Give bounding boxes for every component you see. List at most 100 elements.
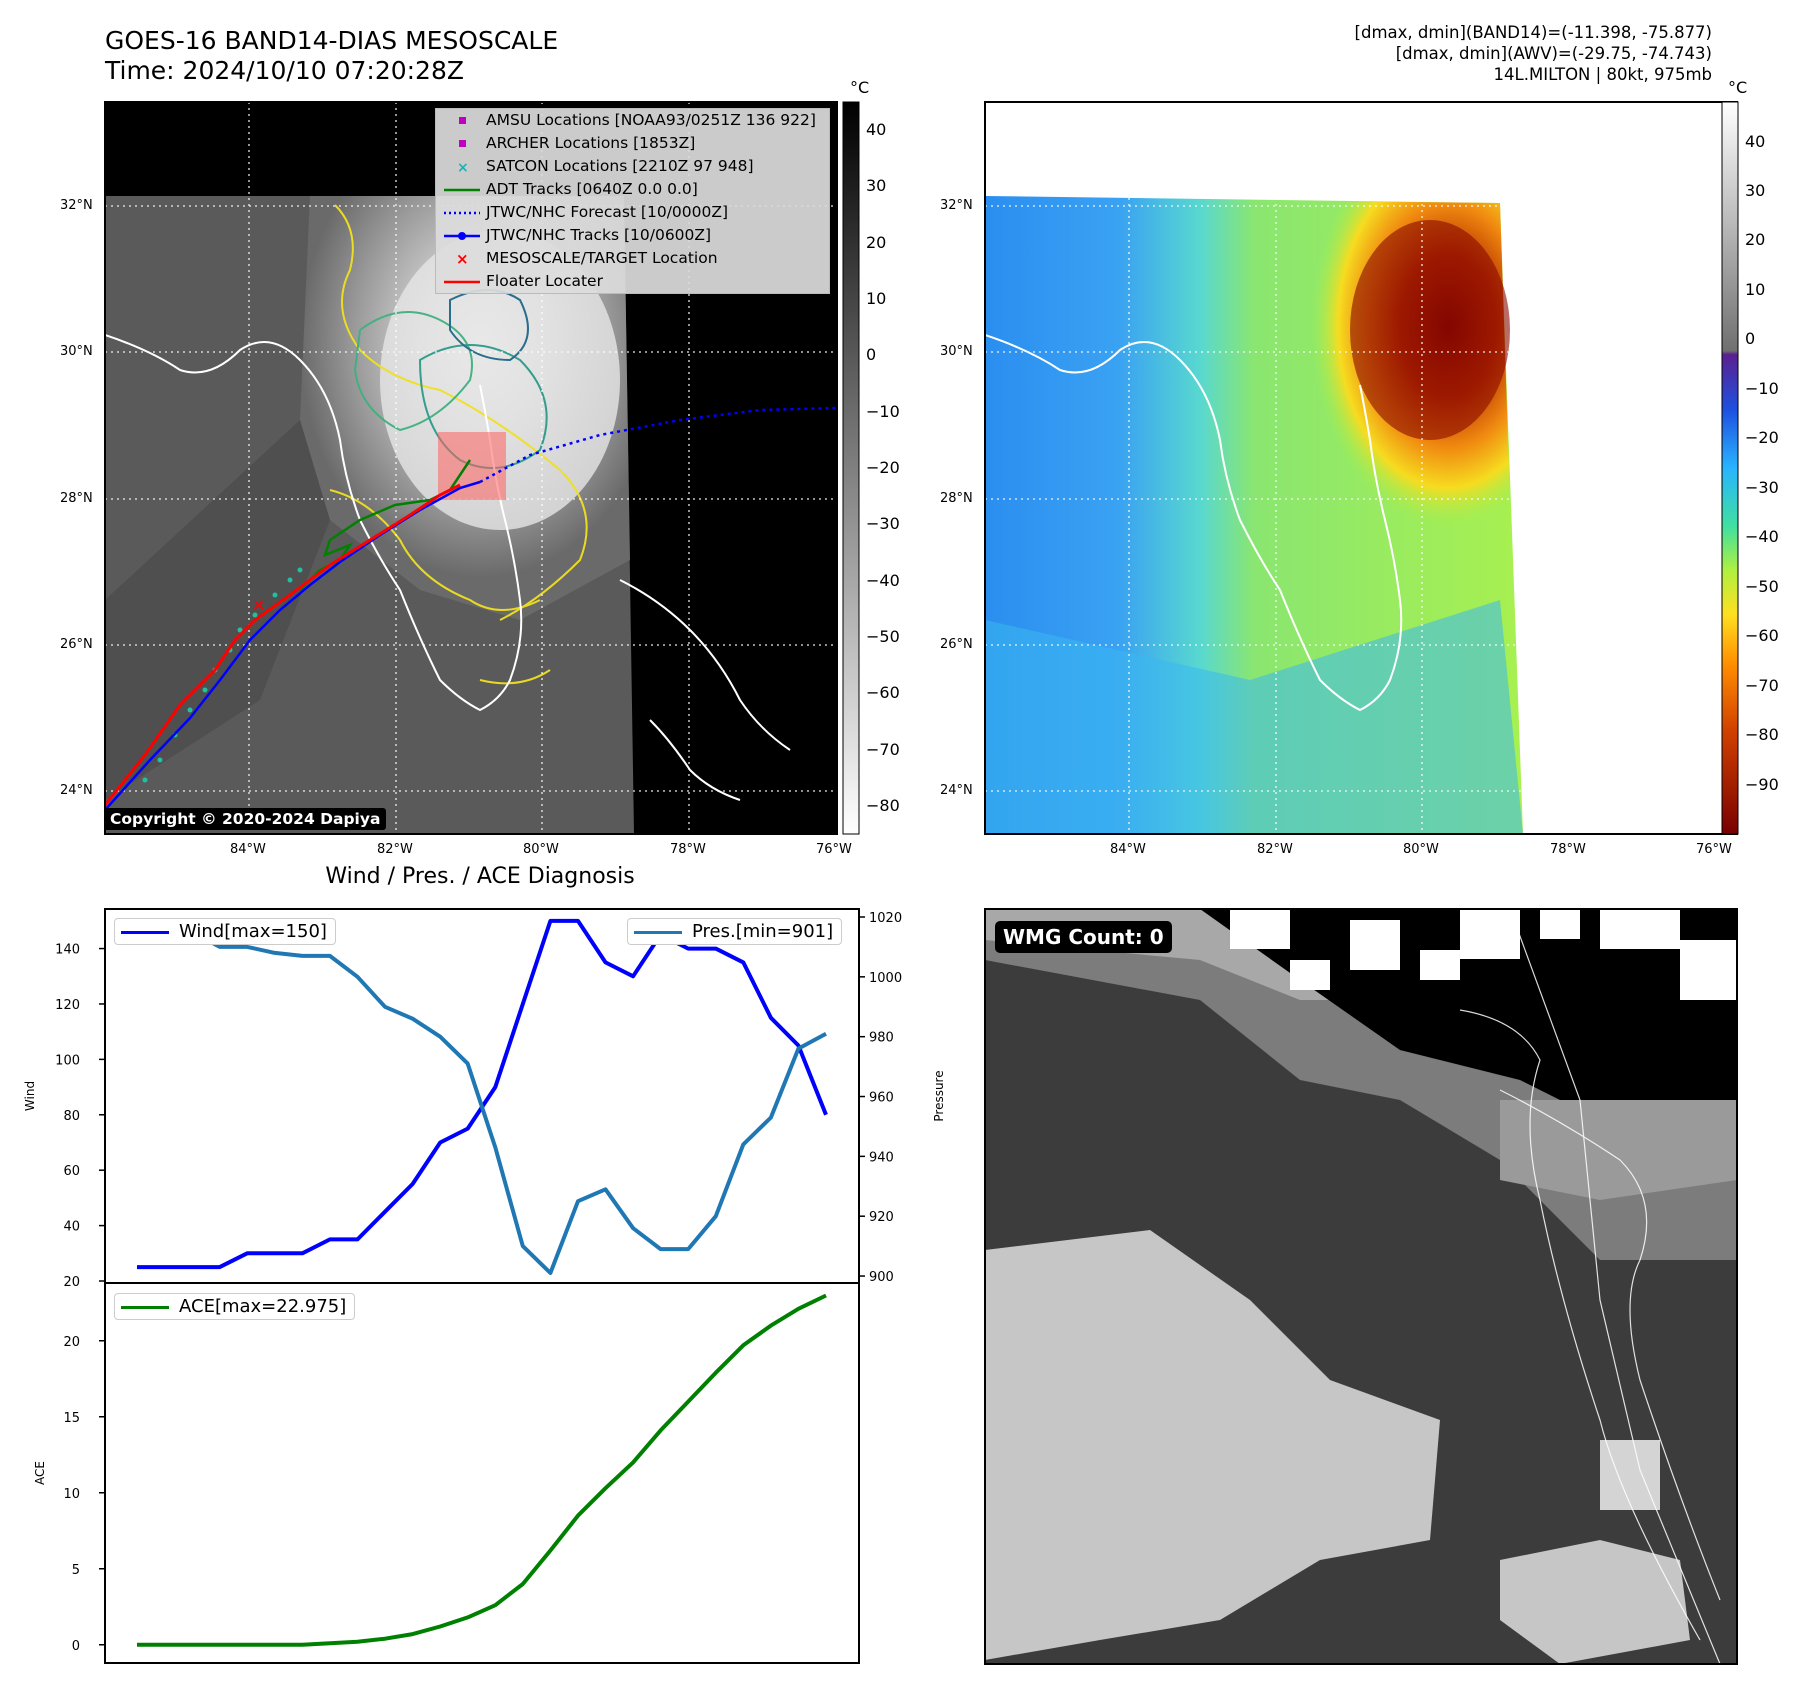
color-colorbar-tick: −90	[1745, 774, 1779, 794]
lon-label-84: 84°W	[230, 842, 266, 857]
legend-floater: Floater Locater	[436, 270, 829, 293]
wind-pressure-plot	[104, 908, 860, 1284]
gray-colorbar-tick: −40	[866, 570, 900, 590]
legend-satcon: × SATCON Locations [2210Z 97 948]	[436, 155, 829, 178]
lon-label-82: 82°W	[377, 842, 413, 857]
lat-label-28: 28°N	[60, 491, 93, 506]
lat-label-32: 32°N	[60, 198, 93, 213]
tr-lat-label-24: 24°N	[940, 783, 973, 798]
map-legend: AMSU Locations [NOAA93/0251Z 136 922] AR…	[435, 108, 830, 294]
title-line-1: GOES-16 BAND14-DIAS MESOSCALE	[105, 26, 559, 55]
square-marker-icon	[444, 109, 480, 132]
copyright-badge: Copyright © 2020-2024 Dapiya	[104, 808, 387, 830]
ace-legend-line	[121, 1305, 169, 1309]
color-colorbar-tick: −30	[1745, 477, 1779, 497]
color-colorbar-tick: 40	[1745, 131, 1766, 151]
title-line-2: Time: 2024/10/10 07:20:28Z	[105, 56, 464, 85]
color-colorbar-tick: 0	[1745, 329, 1756, 349]
wmg-count-badge: WMG Count: 0	[995, 921, 1172, 953]
wind-ytick-label: 80	[63, 1109, 80, 1124]
ace-axis-label: ACE	[33, 1461, 47, 1485]
color-colorbar-tick: 10	[1745, 279, 1766, 299]
wind-ytick-label: 20	[63, 1275, 80, 1290]
square-marker-icon	[444, 132, 480, 155]
pressure-ytick-label: 940	[869, 1150, 894, 1165]
legend-archer: ARCHER Locations [1853Z]	[436, 132, 829, 155]
dmax-dmin-info: [dmax, dmin](BAND14)=(-11.398, -75.877) …	[1355, 22, 1712, 85]
tr-lon-label-80: 80°W	[1403, 842, 1439, 857]
ace-line	[137, 1293, 827, 1647]
x-marker-icon: ×	[444, 247, 480, 270]
gray-colorbar-tick: 30	[866, 176, 887, 196]
jtwc-track	[105, 480, 481, 811]
pressure-legend-line	[634, 930, 682, 934]
legend-jtwc-forecast: JTWC/NHC Forecast [10/0000Z]	[436, 201, 829, 224]
lat-label-24: 24°N	[60, 783, 93, 798]
gray-colorbar-tick: 40	[866, 120, 887, 140]
ace-ytick-label: 0	[72, 1639, 80, 1654]
line-icon	[444, 178, 480, 201]
dotted-line-icon	[444, 201, 480, 224]
gray-colorbar-tick: 0	[866, 345, 877, 365]
gray-colorbar-tick: 10	[866, 289, 887, 309]
chart-layer	[99, 916, 865, 1647]
color-colorbar-tick: −60	[1745, 626, 1779, 646]
legend-mesoscale-target: × MESOSCALE/TARGET Location	[436, 247, 829, 270]
jtwc-forecast-track	[479, 406, 837, 484]
lon-label-78: 78°W	[670, 842, 706, 857]
line-icon	[444, 270, 480, 293]
wind-ytick-label: 60	[63, 1164, 80, 1179]
gray-colorbar-tick: 20	[866, 232, 887, 252]
color-colorbar-tick: 30	[1745, 181, 1766, 201]
lon-label-76: 76°W	[816, 842, 852, 857]
lat-label-30: 30°N	[60, 344, 93, 359]
pressure-line	[137, 930, 827, 1275]
diagnosis-title: Wind / Pres. / ACE Diagnosis	[325, 864, 635, 889]
tr-lon-label-78: 78°W	[1550, 842, 1586, 857]
gray-colorbar-tick: −30	[866, 514, 900, 534]
wind-ytick-label: 100	[55, 1053, 80, 1068]
gray-colorbar-tick: −10	[866, 401, 900, 421]
floater-locater	[105, 483, 461, 806]
legend-amsu: AMSU Locations [NOAA93/0251Z 136 922]	[436, 109, 829, 132]
gray-colorbar	[842, 101, 860, 835]
awv-map-image	[985, 102, 1737, 834]
figure-title: GOES-16 BAND14-DIAS MESOSCALE Time: 2024…	[105, 26, 558, 86]
gray-colorbar-tick: −60	[866, 683, 900, 703]
gray-colorbar-tick: −70	[866, 739, 900, 759]
gray-colorbar-tick: −20	[866, 458, 900, 477]
x-marker-icon: ×	[444, 155, 480, 178]
awv-colorbar	[1721, 101, 1739, 835]
pressure-ytick-label: 1000	[869, 971, 902, 986]
ace-plot	[104, 1282, 860, 1664]
pressure-ytick-label: 1020	[869, 911, 902, 926]
ace-ytick-label: 20	[63, 1335, 80, 1350]
pressure-ytick-label: 960	[869, 1091, 894, 1106]
color-colorbar-tick: −50	[1745, 576, 1779, 596]
wind-ytick-label: 120	[55, 998, 80, 1013]
color-colorbar-tick: 20	[1745, 230, 1766, 250]
tr-lon-label-84: 84°W	[1110, 842, 1146, 857]
pressure-ytick-label: 980	[869, 1031, 894, 1046]
gray-colorbar-tick: −50	[866, 626, 900, 646]
tr-lon-label-76: 76°W	[1696, 842, 1732, 857]
gray-colorbar-tick: −80	[866, 795, 900, 815]
wmg-field-image	[985, 909, 1737, 1664]
color-colorbar-tick: −10	[1745, 378, 1779, 398]
tr-lat-label-28: 28°N	[940, 491, 973, 506]
wind-axis-label: Wind	[23, 1081, 37, 1111]
line-dot-icon	[444, 224, 480, 247]
ace-legend-label: ACE[max=22.975]	[179, 1296, 347, 1317]
legend-jtwc-tracks: JTWC/NHC Tracks [10/0600Z]	[436, 224, 829, 247]
coastline	[105, 334, 791, 801]
svg-text:×: ×	[456, 250, 469, 268]
color-colorbar-unit: °C	[1728, 78, 1748, 97]
pressure-legend: Pres.[min=901]	[627, 918, 843, 945]
color-colorbar-tick: −80	[1745, 725, 1779, 745]
svg-text:×: ×	[457, 160, 469, 176]
color-colorbar-tick: −20	[1745, 428, 1779, 448]
ace-ytick-label: 10	[63, 1487, 80, 1502]
target-marker: ×	[252, 595, 265, 614]
gray-colorbar-unit: °C	[850, 78, 870, 97]
